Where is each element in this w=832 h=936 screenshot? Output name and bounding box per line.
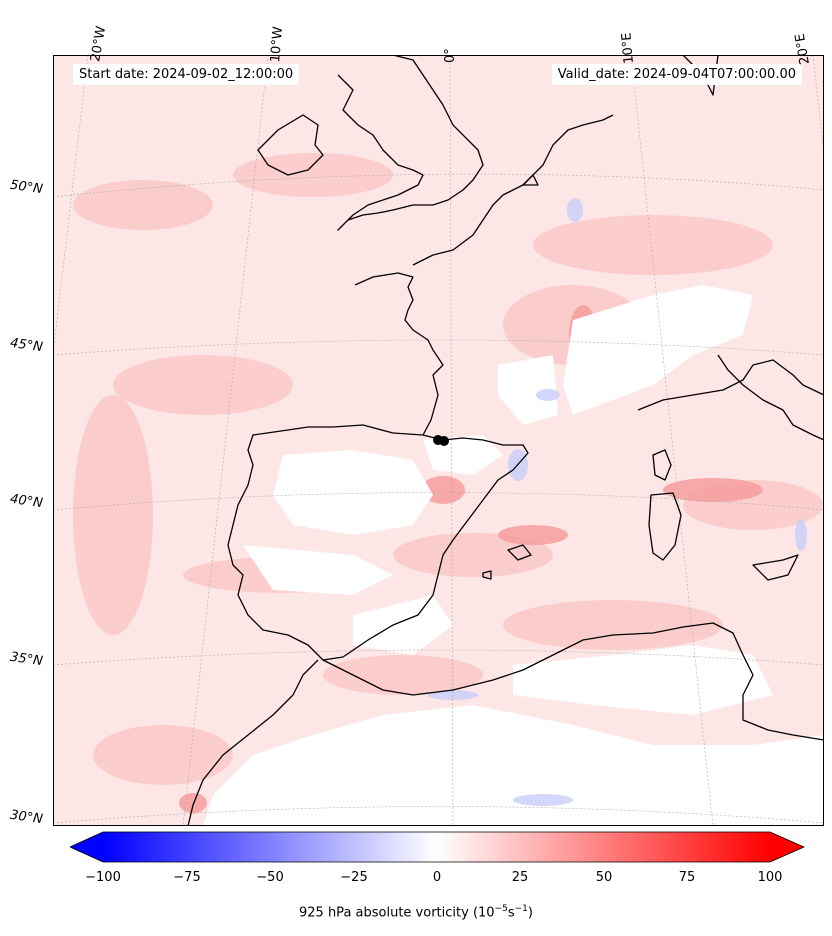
lat-label-45n: 45°N — [9, 335, 44, 356]
lat-label-35n: 35°N — [9, 649, 44, 670]
colorbar-tick: 25 — [511, 870, 529, 885]
colorbar-extend-min — [70, 832, 103, 862]
lat-label-30n: 30°N — [9, 807, 44, 828]
lat-label-40n: 40°N — [9, 491, 44, 512]
colorbar — [70, 831, 805, 863]
start-date-label: Start date: 2024-09-02_12:00:00 — [73, 64, 300, 85]
colorbar-tick: −100 — [85, 870, 121, 885]
colorbar-label: 925 hPa absolute vorticity (10−5s−1) — [299, 904, 533, 921]
colorbar-tick: −25 — [340, 870, 368, 885]
vorticity-map — [53, 55, 824, 826]
colorbar-tick: −75 — [173, 870, 201, 885]
colorbar-extend-max — [770, 832, 804, 862]
lat-label-50n: 50°N — [9, 177, 44, 198]
colorbar-body — [103, 832, 770, 862]
colorbar-tick: −50 — [256, 870, 284, 885]
colorbar-tick: 0 — [432, 870, 442, 885]
lon-label-0: 0° — [443, 48, 458, 63]
colorbar-tick: 75 — [678, 870, 696, 885]
colorbar-tick: 100 — [757, 870, 783, 885]
graticule — [53, 55, 824, 826]
lon-label-10e: 10°E — [619, 31, 637, 65]
colorbar-tick: 50 — [595, 870, 613, 885]
coastlines — [187, 55, 824, 826]
near-zero-vorticity-regions — [203, 285, 824, 826]
location-marker — [433, 435, 449, 446]
valid-date-label: Valid_date: 2024-09-04T07:00:00.00 — [551, 64, 802, 85]
lon-label-10w: 10°W — [268, 25, 287, 63]
marker-dot — [439, 436, 449, 446]
